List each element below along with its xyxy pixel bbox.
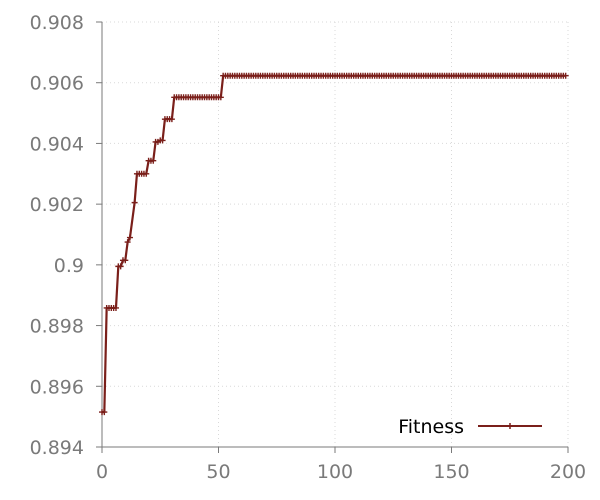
y-tick-label: 0.9 — [54, 255, 84, 277]
legend: Fitness — [398, 416, 542, 438]
series-line-fitness — [102, 74, 566, 414]
y-tick-label: 0.896 — [30, 376, 84, 398]
x-tick-label: 200 — [550, 461, 586, 483]
x-tick-label: 100 — [317, 461, 353, 483]
data-point — [217, 94, 224, 101]
y-tick-label: 0.902 — [30, 194, 84, 216]
y-tick-label: 0.904 — [30, 133, 84, 155]
axes — [96, 21, 569, 453]
data-point — [131, 199, 138, 206]
x-tick-label: 0 — [96, 461, 108, 483]
legend-marker-fitness — [507, 423, 513, 429]
data-point — [562, 72, 569, 79]
y-tick-label: 0.898 — [30, 316, 84, 338]
data-point — [117, 263, 124, 270]
series-fitness — [99, 72, 569, 416]
x-tick-label: 150 — [433, 461, 469, 483]
data-point — [122, 257, 129, 264]
y-tick-label: 0.906 — [30, 73, 84, 95]
data-point — [168, 116, 175, 123]
data-point — [126, 234, 133, 241]
x-tick-label: 50 — [206, 461, 230, 483]
data-point — [159, 137, 166, 144]
data-point — [150, 157, 157, 164]
data-point — [143, 170, 150, 177]
grid-lines — [101, 21, 569, 448]
legend-label-fitness: Fitness — [398, 416, 464, 438]
y-tick-label: 0.894 — [30, 437, 84, 459]
y-tick-label: 0.908 — [30, 12, 84, 34]
data-point — [124, 239, 131, 246]
tick-labels: 0.894 0.896 0.898 0.9 0.902 0.904 0.906 0.908 0 5… — [30, 12, 587, 483]
data-point — [112, 304, 119, 311]
data-point — [101, 409, 108, 416]
